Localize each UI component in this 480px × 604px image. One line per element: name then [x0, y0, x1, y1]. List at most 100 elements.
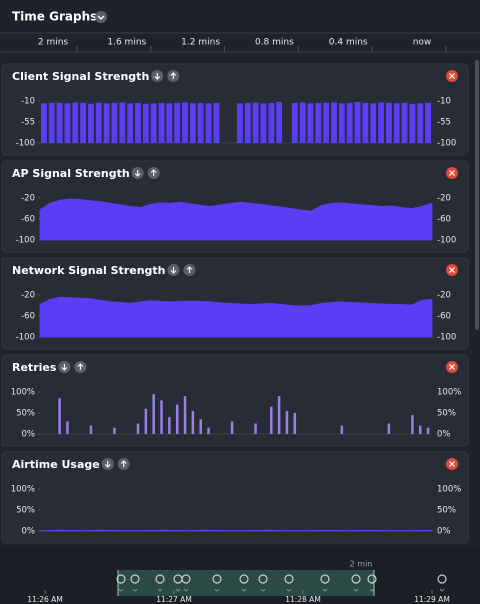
event-icon[interactable]: [437, 574, 447, 584]
bar: [197, 102, 204, 143]
event-icon[interactable]: [181, 574, 191, 584]
time-axis: 2 mins 1.6 mins 1.2 mins 0.8 mins 0.4 mins no…: [38, 38, 447, 52]
event-icon[interactable]: [320, 574, 330, 584]
bar: [191, 410, 195, 434]
event-icon[interactable]: [258, 574, 268, 584]
area: [39, 198, 433, 241]
arrow-down-icon: [104, 461, 111, 468]
bar: [213, 102, 220, 143]
y-tick-label: 50%: [16, 506, 35, 516]
y-tick-label-right: 50%: [437, 506, 456, 516]
arrow-up-icon: [186, 266, 193, 273]
bar: [307, 103, 314, 143]
bar: [417, 103, 424, 143]
panel-title: AP Signal Strength: [12, 167, 130, 180]
chevron-icon: [97, 15, 105, 20]
y-tick-label: 100%: [11, 485, 35, 495]
event-icon[interactable]: [130, 574, 140, 584]
bar: [338, 103, 345, 143]
y-tick-label: -20: [21, 291, 35, 301]
y-tick-label: -10: [21, 97, 35, 107]
timeline-label: 11:27 AM: [156, 595, 192, 604]
bar: [409, 103, 416, 143]
bar: [362, 102, 369, 143]
bar: [89, 425, 93, 434]
event-icon[interactable]: [351, 574, 361, 584]
bar: [174, 102, 181, 143]
bar: [425, 102, 432, 143]
panel-title: Airtime Usage: [12, 458, 100, 471]
bar: [175, 404, 179, 434]
bar: [268, 102, 275, 143]
event-icon[interactable]: [367, 574, 377, 584]
time-label: 2 mins: [38, 38, 69, 48]
bar: [56, 102, 63, 143]
bar: [426, 427, 430, 434]
event-chevron: [322, 588, 328, 592]
y-tick-label-right: -10: [437, 97, 451, 107]
bar: [205, 103, 212, 143]
event-icon[interactable]: [116, 574, 126, 584]
bar: [277, 396, 281, 434]
bar: [95, 102, 102, 143]
time-label: 0.8 mins: [255, 38, 294, 48]
event-chevron: [286, 588, 292, 592]
bar: [88, 103, 94, 143]
close-icon: [449, 267, 455, 273]
close-icon: [449, 364, 455, 370]
bar: [331, 102, 337, 143]
graph-panel: Client Signal Strength -10 -10 -55 -55 -100 -1…: [1, 63, 469, 156]
panel-title: Retries: [12, 361, 57, 374]
bar: [230, 421, 234, 434]
graph-panel: Network Signal Strength -20 -20 -60 -60 -100 -…: [1, 257, 469, 350]
y-tick-label: 100%: [11, 388, 35, 398]
graph-panel: Retries 100% 100% 50% 50% 0% 0%: [1, 354, 469, 447]
area: [39, 296, 433, 338]
event-chevron: [241, 588, 247, 592]
y-tick-label: -55: [21, 118, 35, 128]
bar: [113, 427, 116, 434]
arrow-up-icon: [150, 169, 157, 176]
scrollbar[interactable]: [475, 60, 479, 330]
event-icon[interactable]: [284, 574, 294, 584]
y-tick-label-right: -100: [437, 139, 456, 149]
bar: [40, 103, 47, 143]
collapse-button[interactable]: [95, 11, 107, 23]
event-icon[interactable]: [155, 574, 165, 584]
bar: [72, 102, 79, 143]
y-tick-label-right: -60: [437, 312, 451, 322]
arrow-down-icon: [170, 267, 177, 274]
bar: [111, 102, 118, 143]
bar: [183, 396, 187, 434]
bar: [236, 103, 243, 143]
bar: [315, 102, 322, 143]
bar: [189, 103, 196, 143]
bar: [150, 103, 157, 143]
bar: [136, 423, 140, 434]
bar: [80, 102, 87, 143]
event-icon[interactable]: [212, 574, 222, 584]
y-tick-label: -100: [16, 139, 35, 149]
y-tick-label-right: 100%: [437, 388, 461, 398]
arrow-up-icon: [120, 460, 127, 467]
event-chevron: [353, 588, 359, 592]
event-chevron: [118, 588, 124, 592]
bar: [199, 419, 202, 434]
bar: [346, 102, 353, 143]
panel-title: Client Signal Strength: [12, 70, 149, 83]
y-tick-label-right: -100: [437, 236, 456, 246]
bar: [152, 394, 155, 434]
bar: [127, 103, 134, 143]
graph-panel: AP Signal Strength -20 -20 -60 -60 -100 -100: [1, 160, 469, 253]
bar: [252, 102, 259, 143]
bar: [285, 410, 289, 434]
window-label: 2 min: [350, 560, 373, 569]
panel-bg: [1, 451, 469, 544]
bar: [370, 103, 377, 143]
event-chevron: [214, 588, 220, 592]
event-icon[interactable]: [239, 574, 249, 584]
time-label: 1.2 mins: [181, 38, 220, 48]
bar: [387, 423, 391, 434]
bar: [299, 102, 306, 143]
